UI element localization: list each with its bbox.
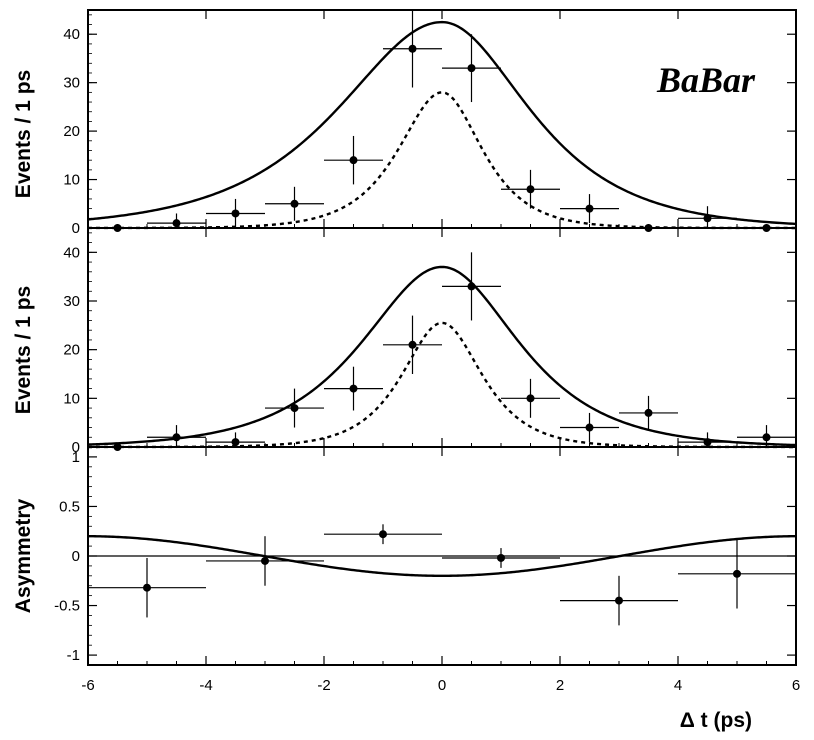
data-point <box>526 185 535 194</box>
y-tick-label: -1 <box>67 647 80 664</box>
top-dashed-curve <box>88 91 796 230</box>
x-tick-label: 6 <box>792 677 800 694</box>
data-point <box>585 423 594 432</box>
data-point <box>172 219 181 228</box>
bottom-panel: -1 -0.5 0 0.5 1 -6 -4 -2 0 2 4 6 <box>54 446 800 694</box>
data-point <box>615 596 623 605</box>
data-point <box>231 438 240 447</box>
y-tick-label: 40 <box>63 26 80 43</box>
data-point <box>526 394 535 403</box>
y-tick-label: 40 <box>63 244 80 261</box>
data-point <box>172 433 181 442</box>
middle-dashed-curve <box>88 321 796 449</box>
x-tick-label: 4 <box>674 677 682 694</box>
data-point <box>349 384 358 393</box>
x-tick-label: -6 <box>81 677 94 694</box>
x-tick-label: -4 <box>199 677 212 694</box>
y-tick-label: 0 <box>72 220 80 237</box>
data-point <box>703 214 712 223</box>
y-tick-label: 0.5 <box>59 498 80 515</box>
bottom-panel-ylabel: Asymmetry <box>12 498 35 613</box>
x-tick-label: -2 <box>317 677 330 694</box>
x-axis-title: Δ t (ps) <box>680 709 752 732</box>
y-tick-label: 0 <box>72 439 80 456</box>
y-tick-label: 30 <box>63 293 80 310</box>
middle-panel-frame <box>87 227 797 448</box>
middle-solid-curve <box>87 265 797 447</box>
middle-panel: 0 10 20 30 40 <box>63 227 797 456</box>
data-point <box>231 209 240 218</box>
data-point <box>733 569 741 578</box>
y-tick-label: 20 <box>63 342 80 359</box>
x-tick-label: 0 <box>438 677 446 694</box>
data-point <box>143 583 151 592</box>
y-tick-label: 10 <box>63 390 80 407</box>
data-point <box>379 530 387 539</box>
data-point <box>349 156 358 165</box>
data-point <box>290 199 299 208</box>
bottom-solid-curve <box>87 534 796 578</box>
data-point <box>290 404 299 413</box>
top-panel: 0 10 20 30 40 <box>63 9 797 237</box>
babar-logo: BaBar <box>656 60 756 100</box>
top-solid-curve <box>87 20 797 226</box>
y-tick-label: 1 <box>72 449 80 466</box>
data-point <box>703 438 712 447</box>
top-panel-frame <box>87 9 797 229</box>
data-point <box>261 556 269 565</box>
data-point <box>644 408 653 417</box>
data-point <box>762 433 771 442</box>
y-tick-label: 10 <box>63 172 80 189</box>
y-tick-label: 0 <box>72 548 80 565</box>
data-point <box>408 44 417 53</box>
data-point <box>408 340 417 349</box>
data-point <box>467 282 476 291</box>
y-tick-label: 20 <box>63 123 80 140</box>
y-tick-label: -0.5 <box>54 598 80 615</box>
data-point <box>585 204 594 213</box>
y-tick-label: 30 <box>63 75 80 92</box>
data-point <box>467 64 476 73</box>
top-panel-ylabel: Events / 1 ps <box>12 70 35 198</box>
x-tick-label: 2 <box>556 677 564 694</box>
middle-panel-ylabel: Events / 1 ps <box>12 286 35 414</box>
data-point <box>497 553 505 562</box>
